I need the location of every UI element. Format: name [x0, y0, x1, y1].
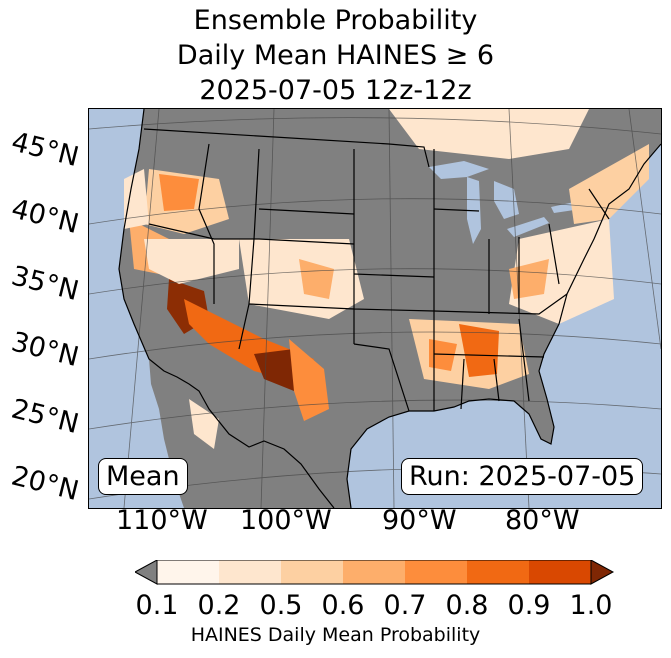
conus-land [119, 109, 661, 508]
lake-superior [429, 161, 489, 179]
colorbar-label: HAINES Daily Mean Probability [190, 624, 481, 646]
title-line-3: 2025-07-05 12z-12z [199, 75, 472, 106]
colorbar-over-arrow [590, 560, 615, 585]
lat-label-30: 30°N [8, 326, 82, 374]
colorbar-segment [405, 560, 468, 584]
title-line-1: Ensemble Probability [193, 5, 478, 36]
lon-label-100: 100°W [240, 505, 332, 536]
map-panel [88, 108, 662, 509]
lat-label-25: 25°N [8, 393, 82, 441]
lat-label-35: 35°N [8, 260, 82, 308]
map-canvas [89, 109, 661, 508]
lake-erie [507, 217, 549, 237]
mean-label-box: Mean [98, 458, 188, 495]
probability-patches [124, 109, 649, 449]
lat-label-20: 20°N [8, 460, 82, 508]
lat-label-45: 45°N [8, 126, 82, 174]
colorbar-segment [281, 560, 344, 584]
title-line-2: Daily Mean HAINES ≥ 6 [176, 40, 495, 71]
colorbar-tick-4: 0.7 [383, 590, 427, 621]
borders [118, 109, 661, 508]
colorbar-tick-6: 0.9 [507, 590, 551, 621]
lat-label-40: 40°N [8, 193, 82, 241]
colorbar-tick-5: 0.8 [445, 590, 489, 621]
lon-label-90: 90°W [382, 505, 457, 536]
colorbar-segments [157, 560, 592, 584]
colorbar-tick-0: 0.1 [135, 590, 179, 621]
mexico-land [149, 359, 334, 508]
colorbar-tick-1: 0.2 [197, 590, 241, 621]
colorbar-segment [529, 560, 592, 584]
colorbar-segment [219, 560, 282, 584]
colorbar-tick-7: 1.0 [569, 590, 613, 621]
colorbar-segment [157, 560, 220, 584]
colorbar-under-arrow [135, 560, 158, 585]
lon-label-110: 110°W [116, 505, 208, 536]
colorbar-segment [343, 560, 406, 584]
colorbar-segment [467, 560, 530, 584]
lon-label-80: 80°W [505, 505, 580, 536]
colorbar [135, 560, 615, 585]
colorbar-tick-3: 0.6 [321, 590, 365, 621]
run-date-box: Run: 2025-07-05 [401, 458, 644, 495]
colorbar-tick-2: 0.5 [259, 590, 303, 621]
